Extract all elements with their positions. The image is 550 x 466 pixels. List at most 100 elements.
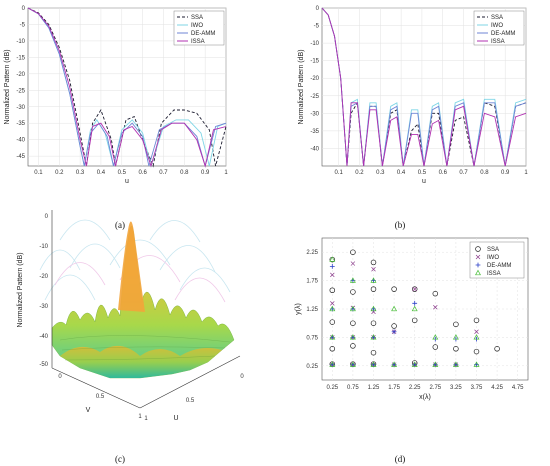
y-axis-label: Normalized Pattern (dB) — [298, 49, 305, 124]
legend-entry: ISSA — [487, 271, 501, 277]
scatter-point-circle — [391, 286, 397, 292]
scatter-point-triangle — [411, 305, 418, 312]
y-tick-label: 2.25 — [306, 250, 318, 256]
x-tick-label: 0.7 — [159, 170, 168, 176]
scatter-point-triangle — [432, 334, 439, 340]
x-tick-label: 0.4 — [397, 170, 406, 176]
x-tick-label: 0.2 — [55, 170, 64, 176]
x-tick-label: 0.9 — [501, 170, 510, 176]
legend-entry: IWO — [487, 255, 499, 261]
caption-d: (d) — [395, 454, 406, 464]
scatter-point-circle — [473, 317, 480, 324]
legend-entry: IWO — [191, 23, 203, 29]
scatter-point-triangle — [349, 277, 356, 283]
y-axis-label: Normalized Pattern (dB) — [4, 49, 11, 124]
y-tick-label: -40 — [16, 138, 25, 144]
x-tick-label: 4.75 — [512, 385, 524, 391]
scatter-point-circle — [350, 343, 356, 349]
legend-entry: DE-AMM — [491, 31, 515, 37]
x-tick-label: 1 — [224, 170, 228, 176]
scatter-point-plus — [329, 264, 335, 269]
x-tick-label: 0.6 — [138, 170, 147, 176]
legend-entry: IWO — [491, 23, 503, 29]
scatter-point-triangle — [475, 269, 481, 276]
y-axis-label: y(λ) — [295, 303, 302, 315]
scatter-point-triangle — [329, 305, 336, 312]
scatter-point-triangle — [329, 256, 336, 262]
scatter-point-triangle — [452, 361, 459, 367]
x-axis-label: x(λ) — [419, 394, 431, 401]
x-tick-label: 1.75 — [388, 385, 400, 391]
scatter-point-plus — [475, 262, 481, 268]
x-tick-label: 1 — [524, 170, 528, 176]
y-tick-label: -40 — [310, 146, 319, 152]
series-line-issa — [27, 7, 227, 168]
z-tick-label: -30 — [39, 304, 48, 310]
scatter-point-x — [330, 272, 335, 278]
y-tick-label: -30 — [16, 105, 25, 111]
scatter-point-circle — [370, 349, 377, 356]
scatter-point-circle — [391, 323, 397, 329]
caption-a: (a) — [115, 220, 125, 230]
series-line-de-amm — [27, 7, 227, 168]
y-tick-label: -45 — [16, 154, 25, 160]
scatter-point-triangle — [370, 334, 377, 340]
surface-axes — [51, 210, 241, 409]
scatter-point-x — [330, 301, 335, 306]
y-tick-label: -25 — [310, 94, 319, 100]
scatter-point-triangle — [349, 334, 356, 340]
x-tick-label: 0.1 — [34, 170, 43, 176]
scatter-point-triangle — [432, 361, 439, 367]
scatter-point-circle — [453, 321, 459, 328]
scatter-point-circle — [453, 346, 459, 352]
scatter-point-circle — [411, 286, 418, 292]
scatter-point-circle — [432, 290, 439, 297]
scatter-point-plus — [412, 300, 418, 306]
scatter-point-circle — [411, 317, 418, 324]
series-line-issa — [321, 7, 527, 167]
scatter-point-circle — [329, 346, 336, 352]
v-tick-label: 1 — [138, 414, 142, 420]
y-tick-label: 0 — [316, 6, 320, 12]
x-tick-label: 0.9 — [201, 170, 210, 176]
surface-peak — [118, 221, 145, 312]
scatter-point-triangle — [391, 305, 398, 312]
scatter-point-triangle — [349, 305, 356, 312]
legend-entry: ISSA — [491, 39, 505, 45]
y-tick-label: -35 — [310, 129, 319, 135]
z-tick-label: -50 — [39, 362, 48, 368]
surface-ticks: 0 -10 -20 -30 -40 -50 Normalized Pattern (dB) 0… — [17, 214, 244, 422]
surface-front-band — [60, 345, 222, 378]
scatter-point-circle — [350, 289, 356, 295]
x-tick-label: 0.1 — [334, 170, 343, 176]
v-tick-label: 0.5 — [96, 394, 105, 400]
x-tick-label: 2.75 — [429, 385, 441, 391]
scatter-point-circle — [350, 320, 356, 326]
x-tick-label: 0.7 — [459, 170, 468, 176]
x-axis-label: u — [125, 178, 129, 185]
scatter-point-triangle — [329, 334, 336, 340]
caption-b: (b) — [395, 220, 406, 230]
z-tick-label: 0 — [45, 214, 49, 220]
surface-mesh-lines — [59, 335, 231, 361]
caption-c: (c) — [115, 454, 125, 464]
legend-entry: SSA — [487, 247, 499, 253]
legend-entry: SSA — [491, 15, 503, 21]
scatter-point-triangle — [370, 305, 377, 312]
x-tick-label: 0.5 — [418, 170, 427, 176]
x-tick-label: 3.75 — [471, 385, 483, 391]
y-tick-label: -5 — [314, 24, 320, 30]
scatter-point-x — [350, 261, 356, 266]
panel-a: 0.1 0.2 0.3 0.4 0.5 0.6 0.7 0.8 0.9 1 0 -5 -10 -15 -20… — [4, 6, 228, 185]
scatter-point-triangle — [452, 334, 459, 340]
z-tick-label: -40 — [39, 334, 48, 340]
scatter-point-triangle — [370, 277, 377, 283]
y-tick-label: -15 — [16, 55, 25, 61]
x-tick-label: 0.8 — [180, 170, 189, 176]
u-axis-label: U — [173, 415, 178, 422]
x-tick-label: 0.75 — [347, 385, 359, 391]
x-tick-label: 2.25 — [409, 385, 421, 391]
x-tick-label: 0.6 — [439, 170, 448, 176]
u-tick-label: 0 — [240, 374, 244, 380]
